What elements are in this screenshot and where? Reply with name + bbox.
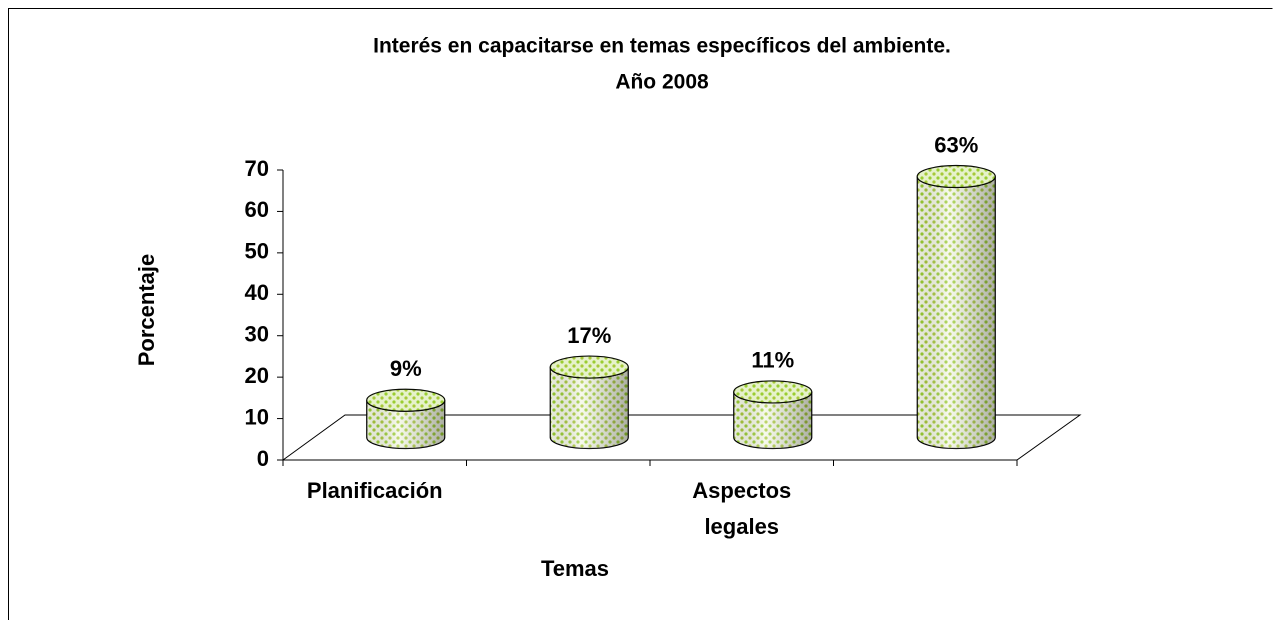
- y-axis-label: Porcentaje: [134, 254, 159, 367]
- value-label: 9%: [390, 356, 422, 381]
- x-tick-label: Planificación: [307, 478, 443, 503]
- cylinder-shade: [733, 391, 812, 449]
- y-tick-label: 0: [257, 446, 269, 471]
- y-tick-label: 70: [245, 156, 269, 181]
- cylinder-top-tint: [366, 389, 445, 412]
- cylinder-top-tint: [917, 165, 996, 188]
- chart-border: [8, 8, 1273, 620]
- cylinder-top: [366, 388, 446, 412]
- cylinder-top: [549, 355, 629, 379]
- cylinder-top-tint: [733, 380, 812, 403]
- cylinder-shade: [917, 176, 996, 449]
- floor: [281, 414, 1082, 461]
- y-tick-label: 60: [245, 197, 269, 222]
- y-tick-label: 20: [245, 363, 269, 388]
- chart-title: Año 2008: [615, 71, 709, 94]
- value-label: 11%: [751, 348, 794, 373]
- x-axis-label: Temas: [541, 556, 609, 581]
- y-tick-label: 30: [245, 322, 269, 347]
- y-tick-label: 10: [245, 404, 269, 429]
- y-tick-label: 50: [245, 239, 269, 264]
- x-tick-label: Aspectos legales: [692, 478, 791, 539]
- cylinder-shade: [366, 400, 445, 449]
- value-label: 63%: [934, 132, 978, 157]
- cylinder-top: [916, 164, 996, 189]
- cylinder-top-tint: [550, 356, 629, 379]
- chart-title: Interés en capacitarse en temas específi…: [373, 35, 951, 58]
- cylinder-shade: [550, 367, 629, 449]
- value-label: 17%: [567, 323, 611, 348]
- y-tick-label: 40: [245, 280, 269, 305]
- x-tick-label-line: Aspectos: [692, 478, 791, 503]
- cylinder-top: [733, 380, 813, 404]
- x-tick-label-line: legales: [704, 514, 779, 539]
